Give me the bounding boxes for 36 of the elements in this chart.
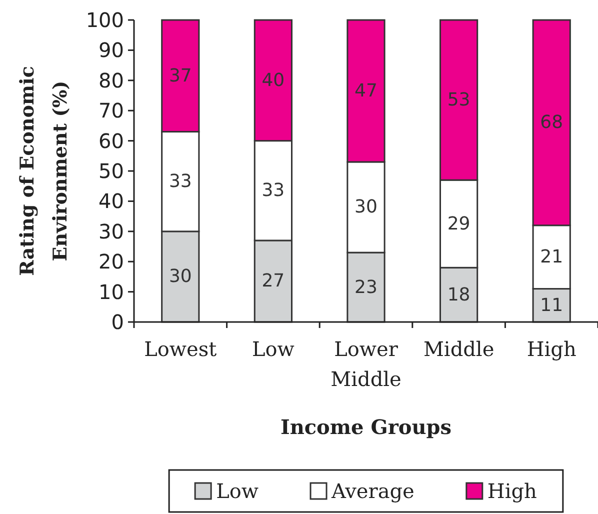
legend-label: Low xyxy=(216,479,259,503)
y-tick-label: 60 xyxy=(98,128,124,153)
y-tick-label: 0 xyxy=(111,310,124,334)
y-tick-label: 10 xyxy=(98,280,124,304)
y-tick-label: 20 xyxy=(98,250,124,274)
y-tick-label: 40 xyxy=(98,189,124,214)
y-tick-label: 100 xyxy=(86,8,124,32)
legend-label: High xyxy=(487,479,538,503)
data-label: 27 xyxy=(262,270,285,292)
x-tick-label: Lower Middle xyxy=(330,337,402,391)
data-label: 37 xyxy=(168,65,192,86)
x-tick-label: Low xyxy=(252,337,294,361)
data-label: 33 xyxy=(262,180,285,202)
x-axis-title: Income Groups xyxy=(280,415,452,439)
data-label: 33 xyxy=(168,171,192,192)
data-label: 30 xyxy=(168,266,192,288)
y-tick-label: 80 xyxy=(98,68,124,92)
y-tick-label: 30 xyxy=(98,219,124,244)
y-tick-label: 50 xyxy=(98,159,124,183)
data-label: 40 xyxy=(262,70,285,91)
data-label: 23 xyxy=(354,276,378,298)
y-axis-title: Rating of Economic Environment (%) xyxy=(16,66,72,276)
data-label: 30 xyxy=(354,196,378,218)
data-label: 21 xyxy=(540,246,564,268)
legend-label: Average xyxy=(330,479,414,503)
x-tick-label: Lowest xyxy=(144,337,217,361)
x-tick-label: Middle xyxy=(423,337,494,361)
y-tick-label: 70 xyxy=(98,98,124,123)
data-label: 68 xyxy=(540,112,564,134)
x-tick-label: High xyxy=(526,337,576,361)
data-label: 47 xyxy=(354,80,378,102)
data-label: 53 xyxy=(447,90,470,111)
y-tick-label: 90 xyxy=(98,38,124,62)
data-label: 29 xyxy=(447,213,470,234)
data-label: 18 xyxy=(447,284,470,306)
data-label: 11 xyxy=(540,294,564,316)
